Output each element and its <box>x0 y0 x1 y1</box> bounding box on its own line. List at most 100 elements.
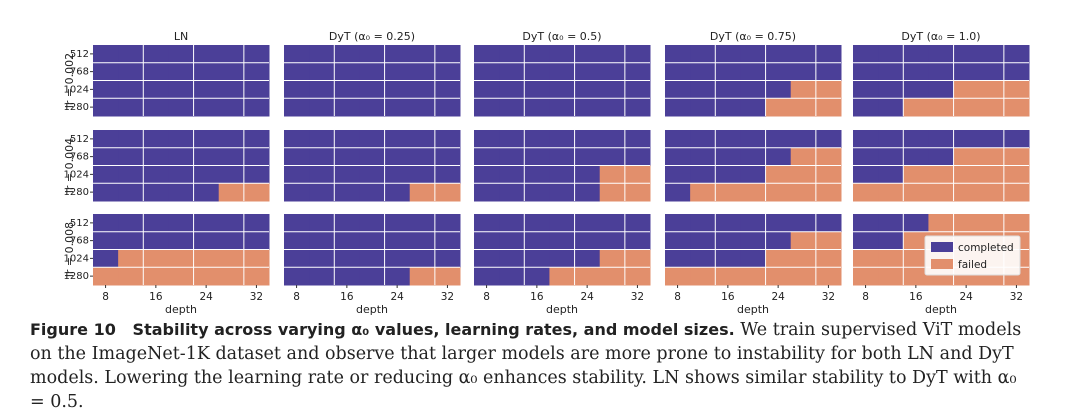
stability-heatmap-figure: LN DyT (α₀ = 0.25) DyT (α₀ = 0.5) DyT (α₀ =… <box>63 30 1030 316</box>
cell-completed <box>740 165 767 184</box>
cell-failed <box>903 183 929 202</box>
cell-completed <box>218 80 245 99</box>
cell-completed <box>143 45 169 64</box>
cell-failed <box>740 267 767 286</box>
cell-completed <box>715 214 741 233</box>
cell-completed <box>93 183 119 202</box>
cell-completed <box>853 165 879 184</box>
cell-completed <box>168 214 195 233</box>
cell-completed <box>524 62 550 81</box>
cell-completed <box>218 165 245 184</box>
row-label: lr = 0.004 <box>63 138 76 193</box>
cell-completed <box>384 231 411 250</box>
cell-completed <box>624 80 651 99</box>
figure-title: Stability across varying α₀ values, lear… <box>132 320 735 339</box>
legend-swatch-failed <box>931 259 953 269</box>
cell-failed <box>815 147 842 166</box>
cell-completed <box>309 80 335 99</box>
cell-completed <box>193 183 220 202</box>
cell-completed <box>499 62 525 81</box>
cell-completed <box>384 214 411 233</box>
cell-failed <box>1003 214 1030 233</box>
cell-completed <box>118 183 144 202</box>
x-tick-label: 32 <box>250 291 263 303</box>
cell-completed <box>524 45 550 64</box>
cell-completed <box>690 214 716 233</box>
y-tick-label: 1280 <box>64 187 89 198</box>
cell-completed <box>334 231 360 250</box>
cell-completed <box>243 62 270 81</box>
cell-completed <box>143 62 169 81</box>
cell-completed <box>384 80 411 99</box>
cell-completed <box>409 165 436 184</box>
cell-completed <box>243 130 270 149</box>
y-tick-label: 512 <box>70 49 89 60</box>
cell-completed <box>309 62 335 81</box>
cell-completed <box>740 130 767 149</box>
cell-completed <box>359 231 386 250</box>
cell-failed <box>790 147 817 166</box>
cell-completed <box>474 62 500 81</box>
cell-failed <box>599 267 626 286</box>
cell-completed <box>549 147 576 166</box>
x-tick-label: 24 <box>959 291 973 303</box>
cell-failed <box>878 183 904 202</box>
cell-failed <box>790 249 817 268</box>
cell-completed <box>143 130 169 149</box>
cell-completed <box>118 147 144 166</box>
cell-completed <box>434 231 461 250</box>
x-tick-label: 32 <box>822 291 835 303</box>
legend-swatch-completed <box>931 242 953 252</box>
cell-failed <box>218 183 245 202</box>
cell-completed <box>878 62 904 81</box>
y-tick-label: 768 <box>70 236 89 247</box>
cell-completed <box>168 98 195 117</box>
cell-completed <box>218 147 245 166</box>
legend-label-completed: completed <box>958 242 1014 254</box>
cell-failed <box>903 98 929 117</box>
cell-completed <box>524 130 550 149</box>
cell-completed <box>384 183 411 202</box>
cell-completed <box>928 45 955 64</box>
x-axis-label: depth <box>546 303 578 316</box>
cell-failed <box>1003 98 1030 117</box>
cell-completed <box>524 147 550 166</box>
x-tick-label: 16 <box>721 291 735 303</box>
cell-completed <box>928 147 955 166</box>
cell-completed <box>853 45 879 64</box>
cell-failed <box>978 214 1005 233</box>
cell-failed <box>434 183 461 202</box>
cell-completed <box>499 249 525 268</box>
cell-completed <box>665 183 691 202</box>
cell-completed <box>790 62 817 81</box>
cell-completed <box>715 165 741 184</box>
cell-failed <box>168 267 195 286</box>
cell-completed <box>690 249 716 268</box>
cell-completed <box>765 231 792 250</box>
cell-completed <box>284 183 310 202</box>
cell-failed <box>624 165 651 184</box>
cell-completed <box>334 183 360 202</box>
y-tick-label: 768 <box>70 152 89 163</box>
x-tick-label: 8 <box>102 291 109 303</box>
cell-completed <box>740 62 767 81</box>
cell-failed <box>665 267 691 286</box>
cell-completed <box>93 62 119 81</box>
y-tick-label: 1280 <box>64 271 89 282</box>
cell-failed <box>243 267 270 286</box>
cell-completed <box>665 45 691 64</box>
cell-completed <box>409 231 436 250</box>
cell-completed <box>524 183 550 202</box>
cell-completed <box>740 45 767 64</box>
cell-completed <box>218 45 245 64</box>
cell-completed <box>574 231 601 250</box>
cell-failed <box>690 267 716 286</box>
cell-failed <box>790 183 817 202</box>
cell-completed <box>574 45 601 64</box>
cell-completed <box>309 98 335 117</box>
cell-completed <box>434 98 461 117</box>
cell-completed <box>715 130 741 149</box>
cell-completed <box>118 45 144 64</box>
cell-completed <box>243 147 270 166</box>
cell-completed <box>524 214 550 233</box>
